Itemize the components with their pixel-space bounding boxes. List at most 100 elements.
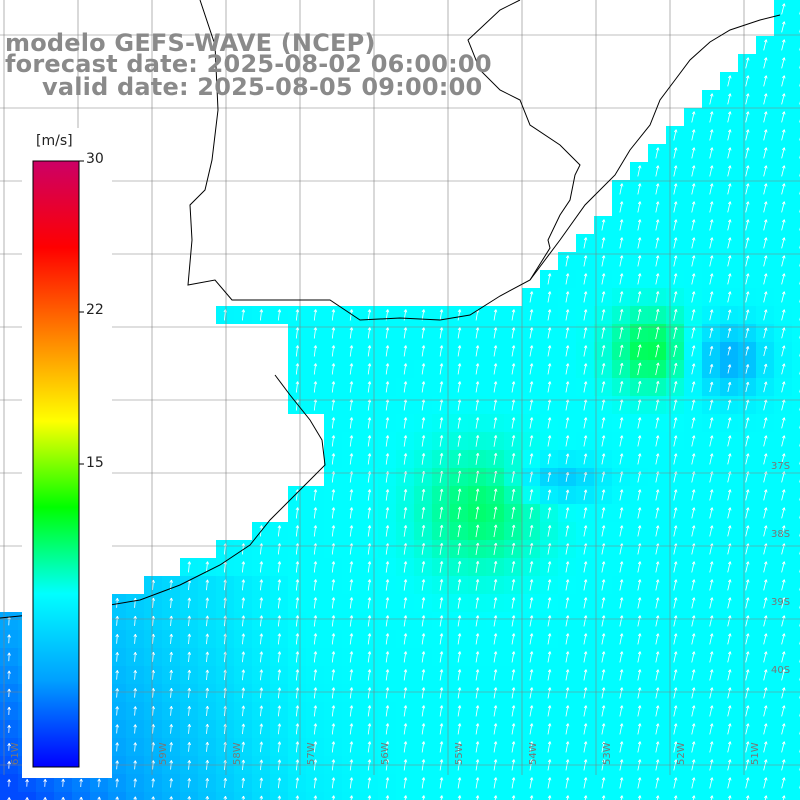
longitude-label: 57W bbox=[306, 742, 317, 765]
wind-arrow bbox=[331, 453, 335, 465]
wind-arrow-head bbox=[655, 687, 660, 691]
wind-arrow bbox=[709, 471, 713, 483]
wind-arrow-head bbox=[241, 579, 246, 583]
wind-arrow bbox=[691, 327, 695, 339]
longitude-label: 58W bbox=[232, 742, 243, 765]
wind-arrow bbox=[313, 687, 317, 699]
wind-arrow bbox=[260, 795, 262, 800]
wind-arrow-head bbox=[764, 651, 768, 655]
wind-arrow-head bbox=[691, 615, 696, 619]
wind-arrow bbox=[385, 633, 389, 645]
wind-arrow bbox=[583, 525, 587, 537]
wind-arrow bbox=[601, 687, 605, 699]
wind-arrow bbox=[224, 597, 226, 609]
wind-arrow bbox=[727, 219, 731, 231]
wind-arrow bbox=[709, 525, 713, 537]
wind-arrow-head bbox=[403, 759, 408, 763]
wind-arrow-head bbox=[187, 651, 192, 655]
wind-arrow bbox=[728, 795, 731, 800]
coastline-path bbox=[187, 0, 581, 321]
wind-arrow bbox=[691, 435, 695, 447]
wind-arrow bbox=[763, 57, 767, 69]
wind-arrow bbox=[673, 687, 677, 699]
wind-arrow-head bbox=[637, 255, 642, 259]
wind-arrow-head bbox=[205, 669, 210, 673]
wind-arrow-head bbox=[745, 597, 750, 601]
wind-arrow bbox=[493, 363, 497, 375]
wind-cell bbox=[792, 288, 800, 306]
wind-arrow-head bbox=[619, 759, 624, 763]
wind-arrow bbox=[403, 489, 407, 501]
wind-arrow bbox=[655, 183, 659, 195]
wind-arrow-head bbox=[493, 669, 498, 673]
wind-arrow-head bbox=[367, 705, 372, 709]
wind-arrow-head bbox=[727, 489, 732, 493]
wind-arrow bbox=[242, 741, 244, 753]
wind-arrow bbox=[295, 399, 299, 411]
wind-arrow-head bbox=[457, 524, 462, 528]
wind-arrow bbox=[745, 417, 749, 429]
wind-arrow-head bbox=[277, 687, 282, 691]
wind-arrow bbox=[134, 706, 136, 716]
wind-arrow bbox=[385, 597, 389, 609]
wind-arrow-head bbox=[727, 147, 732, 151]
wind-arrow-head bbox=[421, 506, 426, 511]
wind-arrow-head bbox=[475, 524, 480, 528]
wind-arrow-head bbox=[764, 489, 768, 493]
wind-arrow bbox=[619, 291, 623, 303]
wind-arrow bbox=[529, 435, 533, 447]
wind-arrow bbox=[295, 651, 299, 663]
wind-arrow-head bbox=[583, 237, 588, 241]
wind-arrow bbox=[457, 705, 461, 717]
wind-arrow-head bbox=[475, 435, 480, 439]
wind-arrow bbox=[511, 524, 515, 538]
wind-arrow-head bbox=[169, 724, 173, 728]
wind-arrow-head bbox=[259, 651, 264, 655]
wind-arrow bbox=[763, 525, 767, 537]
wind-arrow-head bbox=[241, 687, 246, 691]
wind-arrow-head bbox=[547, 579, 552, 583]
wind-arrow bbox=[152, 724, 154, 734]
wind-arrow-head bbox=[656, 344, 660, 348]
wind-arrow bbox=[745, 381, 749, 393]
wind-arrow-head bbox=[619, 615, 624, 619]
wind-arrow bbox=[421, 777, 425, 789]
wind-arrow bbox=[457, 488, 461, 502]
wind-arrow-head bbox=[511, 705, 516, 709]
wind-arrow bbox=[709, 147, 713, 159]
wind-arrow-head bbox=[403, 579, 408, 583]
wind-arrow-head bbox=[655, 651, 660, 655]
wind-arrow-head bbox=[367, 597, 372, 601]
wind-arrow-head bbox=[637, 453, 642, 457]
wind-arrow bbox=[709, 597, 713, 609]
wind-arrow bbox=[656, 795, 659, 800]
wind-arrow bbox=[367, 381, 371, 393]
wind-arrow bbox=[493, 669, 497, 681]
wind-arrow bbox=[385, 489, 389, 501]
wind-arrow-head bbox=[637, 201, 642, 205]
wind-arrow bbox=[475, 524, 479, 538]
wind-arrow bbox=[511, 687, 515, 699]
wind-arrow-head bbox=[331, 363, 336, 367]
wind-arrow-head bbox=[764, 579, 768, 583]
wind-arrow-head bbox=[529, 453, 534, 457]
wind-arrow-head bbox=[673, 309, 678, 313]
wind-arrow bbox=[637, 489, 641, 501]
wind-arrow bbox=[565, 363, 569, 375]
wind-arrow bbox=[547, 579, 551, 591]
wind-arrow bbox=[547, 327, 551, 339]
wind-arrow bbox=[709, 651, 713, 663]
wind-arrow-head bbox=[529, 543, 534, 547]
wind-arrow bbox=[457, 615, 461, 627]
wind-arrow-head bbox=[655, 705, 660, 709]
wind-arrow-head bbox=[493, 777, 498, 781]
wind-arrow bbox=[529, 489, 533, 501]
wind-arrow-head bbox=[511, 597, 516, 601]
wind-arrow bbox=[637, 669, 641, 681]
wind-arrow bbox=[727, 328, 731, 338]
wind-arrow bbox=[673, 147, 677, 159]
wind-arrow-head bbox=[277, 795, 282, 799]
wind-arrow-head bbox=[169, 669, 174, 674]
wind-arrow bbox=[313, 309, 317, 321]
wind-arrow-head bbox=[727, 723, 732, 727]
